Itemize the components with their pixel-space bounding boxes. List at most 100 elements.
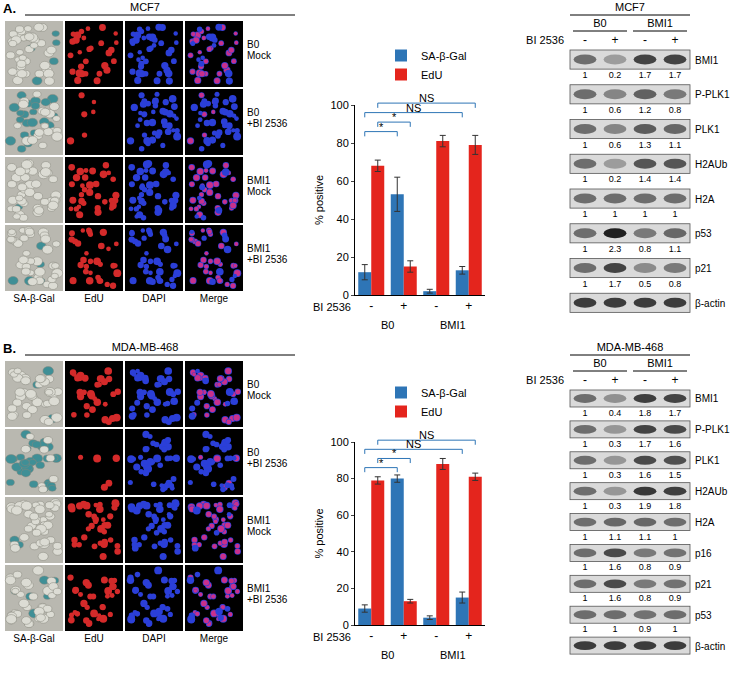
- svg-text:1: 1: [582, 439, 587, 449]
- svg-text:1: 1: [672, 209, 677, 219]
- svg-text:+BI 2536: +BI 2536: [247, 254, 288, 265]
- svg-text:1.6: 1.6: [639, 470, 652, 480]
- svg-text:+BI 2536: +BI 2536: [247, 118, 288, 129]
- svg-text:*: *: [379, 457, 384, 469]
- svg-text:+: +: [400, 629, 407, 643]
- svg-text:20: 20: [337, 582, 349, 594]
- svg-text:80: 80: [337, 472, 349, 484]
- svg-text:1: 1: [612, 209, 617, 219]
- svg-text:1.2: 1.2: [639, 105, 652, 115]
- svg-text:B0: B0: [593, 357, 606, 369]
- svg-text:-: -: [369, 629, 373, 643]
- svg-text:20: 20: [337, 251, 349, 263]
- svg-text:-: -: [583, 373, 587, 387]
- svg-text:1: 1: [582, 470, 587, 480]
- svg-text:+BI 2536: +BI 2536: [247, 458, 288, 469]
- svg-text:MDA-MB-468: MDA-MB-468: [112, 341, 179, 353]
- svg-text:0.9: 0.9: [669, 562, 682, 572]
- svg-text:1.7: 1.7: [669, 408, 682, 418]
- svg-text:0: 0: [343, 619, 349, 631]
- svg-text:P-PLK1: P-PLK1: [695, 89, 730, 100]
- svg-text:1: 1: [582, 532, 587, 542]
- svg-text:BMI1: BMI1: [440, 319, 466, 331]
- svg-text:B0: B0: [247, 379, 260, 390]
- svg-text:Mock: Mock: [247, 390, 272, 401]
- svg-text:*: *: [392, 111, 397, 123]
- svg-text:B0: B0: [593, 17, 606, 29]
- svg-text:60: 60: [337, 175, 349, 187]
- svg-text:p53: p53: [695, 228, 712, 239]
- svg-text:0.6: 0.6: [609, 105, 622, 115]
- svg-text:1.1: 1.1: [639, 532, 652, 542]
- svg-text:p21: p21: [695, 263, 712, 274]
- svg-text:H2A: H2A: [695, 517, 715, 528]
- svg-text:100: 100: [330, 436, 348, 448]
- svg-text:BMI1: BMI1: [440, 649, 466, 661]
- svg-text:1: 1: [582, 140, 587, 150]
- svg-text:Mock: Mock: [247, 186, 272, 197]
- svg-text:BMI1: BMI1: [247, 243, 271, 254]
- svg-text:B0: B0: [247, 447, 260, 458]
- svg-text:+: +: [400, 299, 407, 313]
- svg-text:MCF7: MCF7: [130, 1, 160, 13]
- svg-text:β-actin: β-actin: [695, 641, 725, 652]
- svg-text:-: -: [434, 299, 438, 313]
- svg-text:1.7: 1.7: [639, 70, 652, 80]
- svg-text:1.4: 1.4: [669, 174, 682, 184]
- svg-text:0.8: 0.8: [639, 562, 652, 572]
- svg-text:B0: B0: [247, 39, 260, 50]
- svg-text:+: +: [671, 33, 678, 47]
- svg-text:BMI1: BMI1: [695, 55, 719, 66]
- svg-text:0.3: 0.3: [609, 439, 622, 449]
- svg-text:0.8: 0.8: [669, 279, 682, 289]
- svg-text:1.7: 1.7: [669, 70, 682, 80]
- svg-text:1: 1: [582, 562, 587, 572]
- svg-text:+: +: [465, 629, 472, 643]
- svg-text:-: -: [583, 33, 587, 47]
- svg-text:NS: NS: [419, 92, 434, 104]
- svg-text:NS: NS: [406, 102, 421, 114]
- svg-text:40: 40: [337, 546, 349, 558]
- svg-text:40: 40: [337, 213, 349, 225]
- svg-text:1.7: 1.7: [609, 279, 622, 289]
- svg-text:0.3: 0.3: [609, 470, 622, 480]
- svg-text:Merge: Merge: [200, 293, 229, 304]
- svg-text:EdU: EdU: [84, 293, 103, 304]
- svg-text:+BI 2536: +BI 2536: [247, 594, 288, 605]
- svg-text:1.6: 1.6: [609, 593, 622, 603]
- svg-text:B0: B0: [381, 319, 394, 331]
- svg-text:PLK1: PLK1: [695, 124, 720, 135]
- svg-text:0.6: 0.6: [609, 140, 622, 150]
- svg-text:1.1: 1.1: [609, 532, 622, 542]
- svg-text:BMI1: BMI1: [247, 515, 271, 526]
- svg-text:BMI1: BMI1: [647, 357, 673, 369]
- svg-text:B.: B.: [3, 341, 16, 356]
- svg-text:1.9: 1.9: [639, 501, 652, 511]
- svg-text:B0: B0: [247, 107, 260, 118]
- svg-text:0.2: 0.2: [609, 174, 622, 184]
- svg-text:1: 1: [582, 70, 587, 80]
- svg-text:Merge: Merge: [200, 633, 229, 644]
- svg-text:1.6: 1.6: [609, 562, 622, 572]
- svg-text:P-PLK1: P-PLK1: [695, 424, 730, 435]
- svg-text:EdU: EdU: [421, 69, 442, 81]
- svg-text:*: *: [392, 447, 397, 459]
- svg-text:1: 1: [582, 279, 587, 289]
- svg-text:+: +: [611, 373, 618, 387]
- svg-text:+: +: [611, 33, 618, 47]
- svg-text:1: 1: [642, 209, 647, 219]
- svg-text:BI 2536: BI 2536: [313, 631, 351, 643]
- svg-text:1.5: 1.5: [669, 470, 682, 480]
- svg-text:BI 2536: BI 2536: [313, 301, 351, 313]
- svg-text:% positive: % positive: [313, 175, 325, 225]
- svg-text:BMI1: BMI1: [247, 175, 271, 186]
- svg-text:1.1: 1.1: [669, 140, 682, 150]
- svg-text:1.3: 1.3: [639, 140, 652, 150]
- svg-text:0.3: 0.3: [609, 501, 622, 511]
- svg-text:+: +: [465, 299, 472, 313]
- svg-text:0.4: 0.4: [609, 408, 622, 418]
- svg-text:EdU: EdU: [84, 633, 103, 644]
- svg-text:p16: p16: [695, 548, 712, 559]
- svg-text:1: 1: [612, 624, 617, 634]
- svg-text:100: 100: [330, 99, 348, 111]
